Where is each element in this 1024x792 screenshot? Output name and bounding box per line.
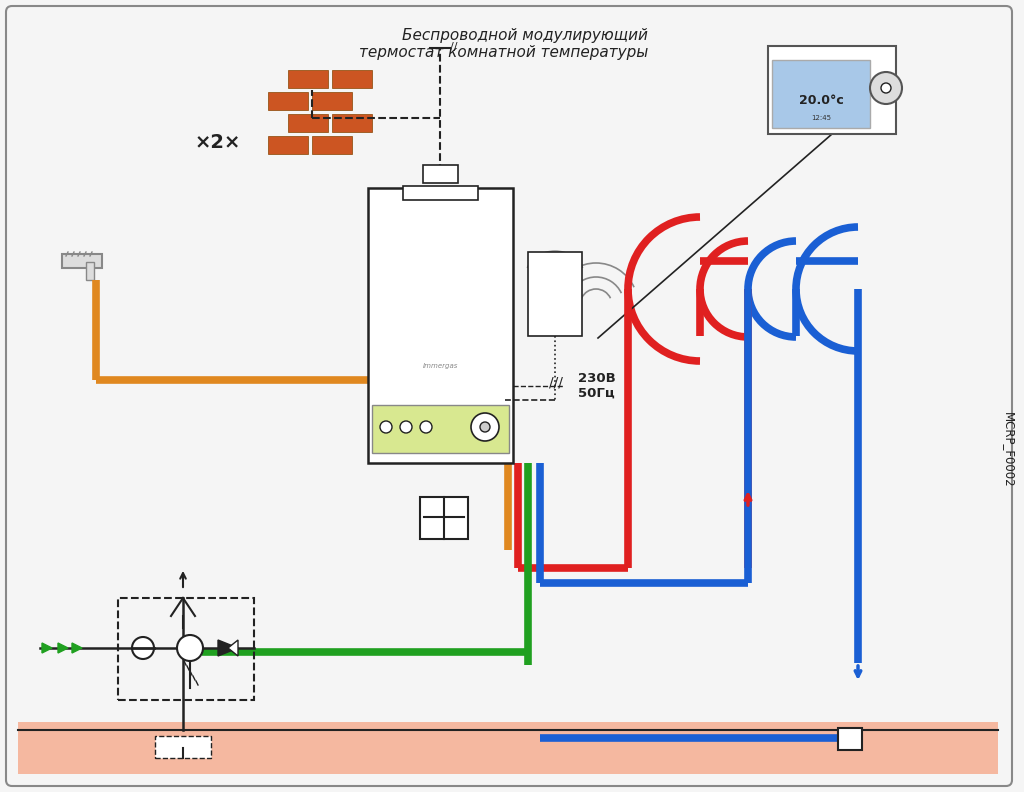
Polygon shape	[72, 643, 82, 653]
Bar	[86, 262, 94, 280]
Bar	[62, 254, 102, 268]
Text: 12:45: 12:45	[811, 115, 831, 121]
Bar	[332, 70, 372, 88]
Bar	[288, 114, 328, 132]
Circle shape	[380, 421, 392, 433]
Bar	[332, 114, 372, 132]
Bar	[772, 60, 870, 128]
Bar	[403, 186, 478, 200]
Circle shape	[400, 421, 412, 433]
Circle shape	[870, 72, 902, 104]
Bar	[368, 188, 513, 463]
Bar	[312, 136, 352, 154]
Circle shape	[480, 422, 490, 432]
Polygon shape	[42, 643, 52, 653]
Circle shape	[471, 413, 499, 441]
FancyBboxPatch shape	[6, 6, 1012, 786]
Circle shape	[132, 637, 154, 659]
Bar	[268, 92, 308, 110]
Polygon shape	[58, 643, 68, 653]
Text: ×2×: ×2×	[195, 133, 242, 152]
Text: MCRP_F0002: MCRP_F0002	[1001, 412, 1015, 488]
Circle shape	[420, 421, 432, 433]
Text: 20.0°c: 20.0°c	[799, 94, 844, 107]
Bar	[838, 728, 862, 750]
Bar	[372, 405, 509, 453]
Circle shape	[177, 635, 203, 661]
Bar	[420, 497, 468, 539]
Bar	[268, 136, 308, 154]
Bar	[768, 46, 896, 134]
Bar	[423, 165, 458, 183]
Text: Беспроводной модулирующий
термостат комнатной температуры: Беспроводной модулирующий термостат комн…	[358, 28, 648, 60]
Circle shape	[881, 83, 891, 93]
Bar	[312, 92, 352, 110]
Text: //: //	[450, 42, 458, 52]
Bar	[118, 598, 254, 700]
Bar	[528, 252, 582, 336]
Text: ///: ///	[549, 375, 563, 389]
Polygon shape	[218, 640, 238, 656]
Bar	[288, 70, 328, 88]
Bar	[18, 722, 998, 774]
Text: Immergas: Immergas	[422, 363, 458, 369]
Polygon shape	[228, 640, 238, 656]
Bar	[155, 736, 211, 758]
Text: 230В
50Гц: 230В 50Гц	[578, 372, 615, 400]
